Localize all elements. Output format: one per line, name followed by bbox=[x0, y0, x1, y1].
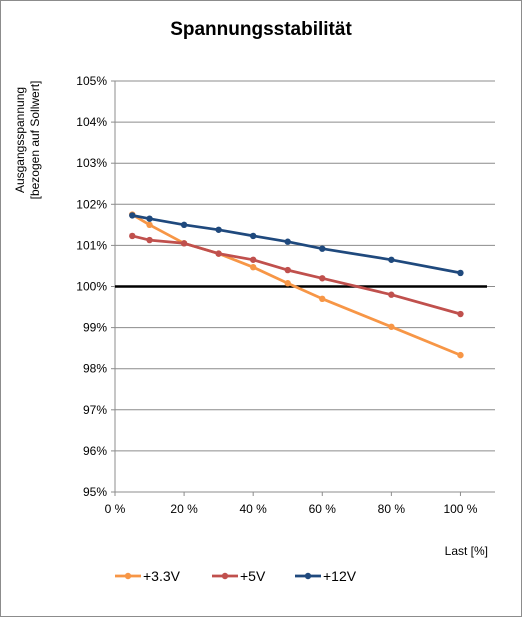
x-tick-label-3: 60 % bbox=[309, 502, 337, 516]
legend-label-2: +12V bbox=[323, 568, 357, 584]
series-2-point-2 bbox=[180, 221, 188, 229]
series-0-point-6 bbox=[319, 295, 326, 303]
series-1-point-5 bbox=[284, 266, 291, 274]
legend: +3.3V +5V +12V bbox=[115, 568, 357, 584]
series-1-point-7 bbox=[388, 291, 395, 298]
legend-label-1: +5V bbox=[240, 568, 266, 584]
series-line-1 bbox=[131, 234, 461, 316]
series-line-0 bbox=[131, 213, 462, 357]
series-2-point-4 bbox=[249, 232, 257, 240]
chart-title: Spannungsstabilität bbox=[170, 19, 352, 40]
y-tick-label-3: 98% bbox=[83, 362, 107, 376]
y-axis-title-line-1: Ausgangsspannung bbox=[13, 87, 27, 193]
y-tick-label-4: 99% bbox=[83, 321, 107, 335]
legend-swatch-marker-2 bbox=[304, 572, 312, 580]
x-axis-title: Last [%] bbox=[445, 544, 488, 558]
series-2-point-8 bbox=[457, 269, 464, 277]
legend-swatch-marker-0 bbox=[124, 572, 132, 580]
series-0-point-1 bbox=[146, 221, 153, 229]
series-1-point-1 bbox=[146, 236, 153, 244]
x-tick-label-1: 20 % bbox=[170, 502, 198, 516]
series-0-point-8 bbox=[457, 351, 464, 359]
x-tick-label-2: 40 % bbox=[240, 502, 268, 516]
y-tick-label-6: 101% bbox=[76, 238, 107, 252]
series-2-point-0 bbox=[129, 212, 136, 219]
series-2 bbox=[129, 212, 464, 277]
series-1 bbox=[129, 232, 464, 318]
series-group bbox=[129, 211, 464, 359]
axes: 95% 96% 97% 98% 99% 100% 101% 102% 103% 104% 105% 0… bbox=[76, 74, 495, 516]
series-1-point-8 bbox=[457, 310, 464, 318]
x-tick-label-0: 0 % bbox=[105, 502, 126, 516]
series-2-point-1 bbox=[146, 215, 153, 222]
y-tick-label-10: 105% bbox=[76, 74, 107, 88]
series-0-point-5 bbox=[284, 280, 291, 287]
legend-swatch-marker-1 bbox=[221, 572, 229, 580]
series-2-point-7 bbox=[388, 256, 395, 263]
y-tick-label-8: 103% bbox=[76, 156, 107, 170]
y-tick-label-1: 96% bbox=[83, 444, 107, 458]
series-2-point-6 bbox=[319, 245, 326, 252]
x-tick-label-5: 100 % bbox=[443, 502, 477, 516]
y-tick-label-0: 95% bbox=[83, 485, 107, 499]
y-tick-label-7: 102% bbox=[76, 197, 107, 211]
legend-label-0: +3.3V bbox=[143, 568, 181, 584]
series-0 bbox=[129, 211, 464, 359]
y-axis-title-line-2: [bezogen auf Sollwert] bbox=[28, 81, 42, 200]
series-2-point-5 bbox=[284, 238, 291, 245]
x-tick-label-4: 80 % bbox=[378, 502, 406, 516]
y-tick-label-9: 104% bbox=[76, 115, 107, 129]
series-1-point-0 bbox=[129, 232, 136, 240]
series-2-point-3 bbox=[215, 226, 222, 233]
y-tick-label-2: 97% bbox=[83, 403, 107, 417]
series-0-point-7 bbox=[388, 323, 395, 330]
series-1-point-2 bbox=[180, 240, 188, 247]
y-tick-label-5: 100% bbox=[76, 280, 107, 294]
series-0-point-4 bbox=[249, 263, 257, 271]
series-1-point-6 bbox=[319, 275, 326, 282]
series-1-point-4 bbox=[249, 256, 257, 263]
series-1-point-3 bbox=[215, 250, 222, 257]
